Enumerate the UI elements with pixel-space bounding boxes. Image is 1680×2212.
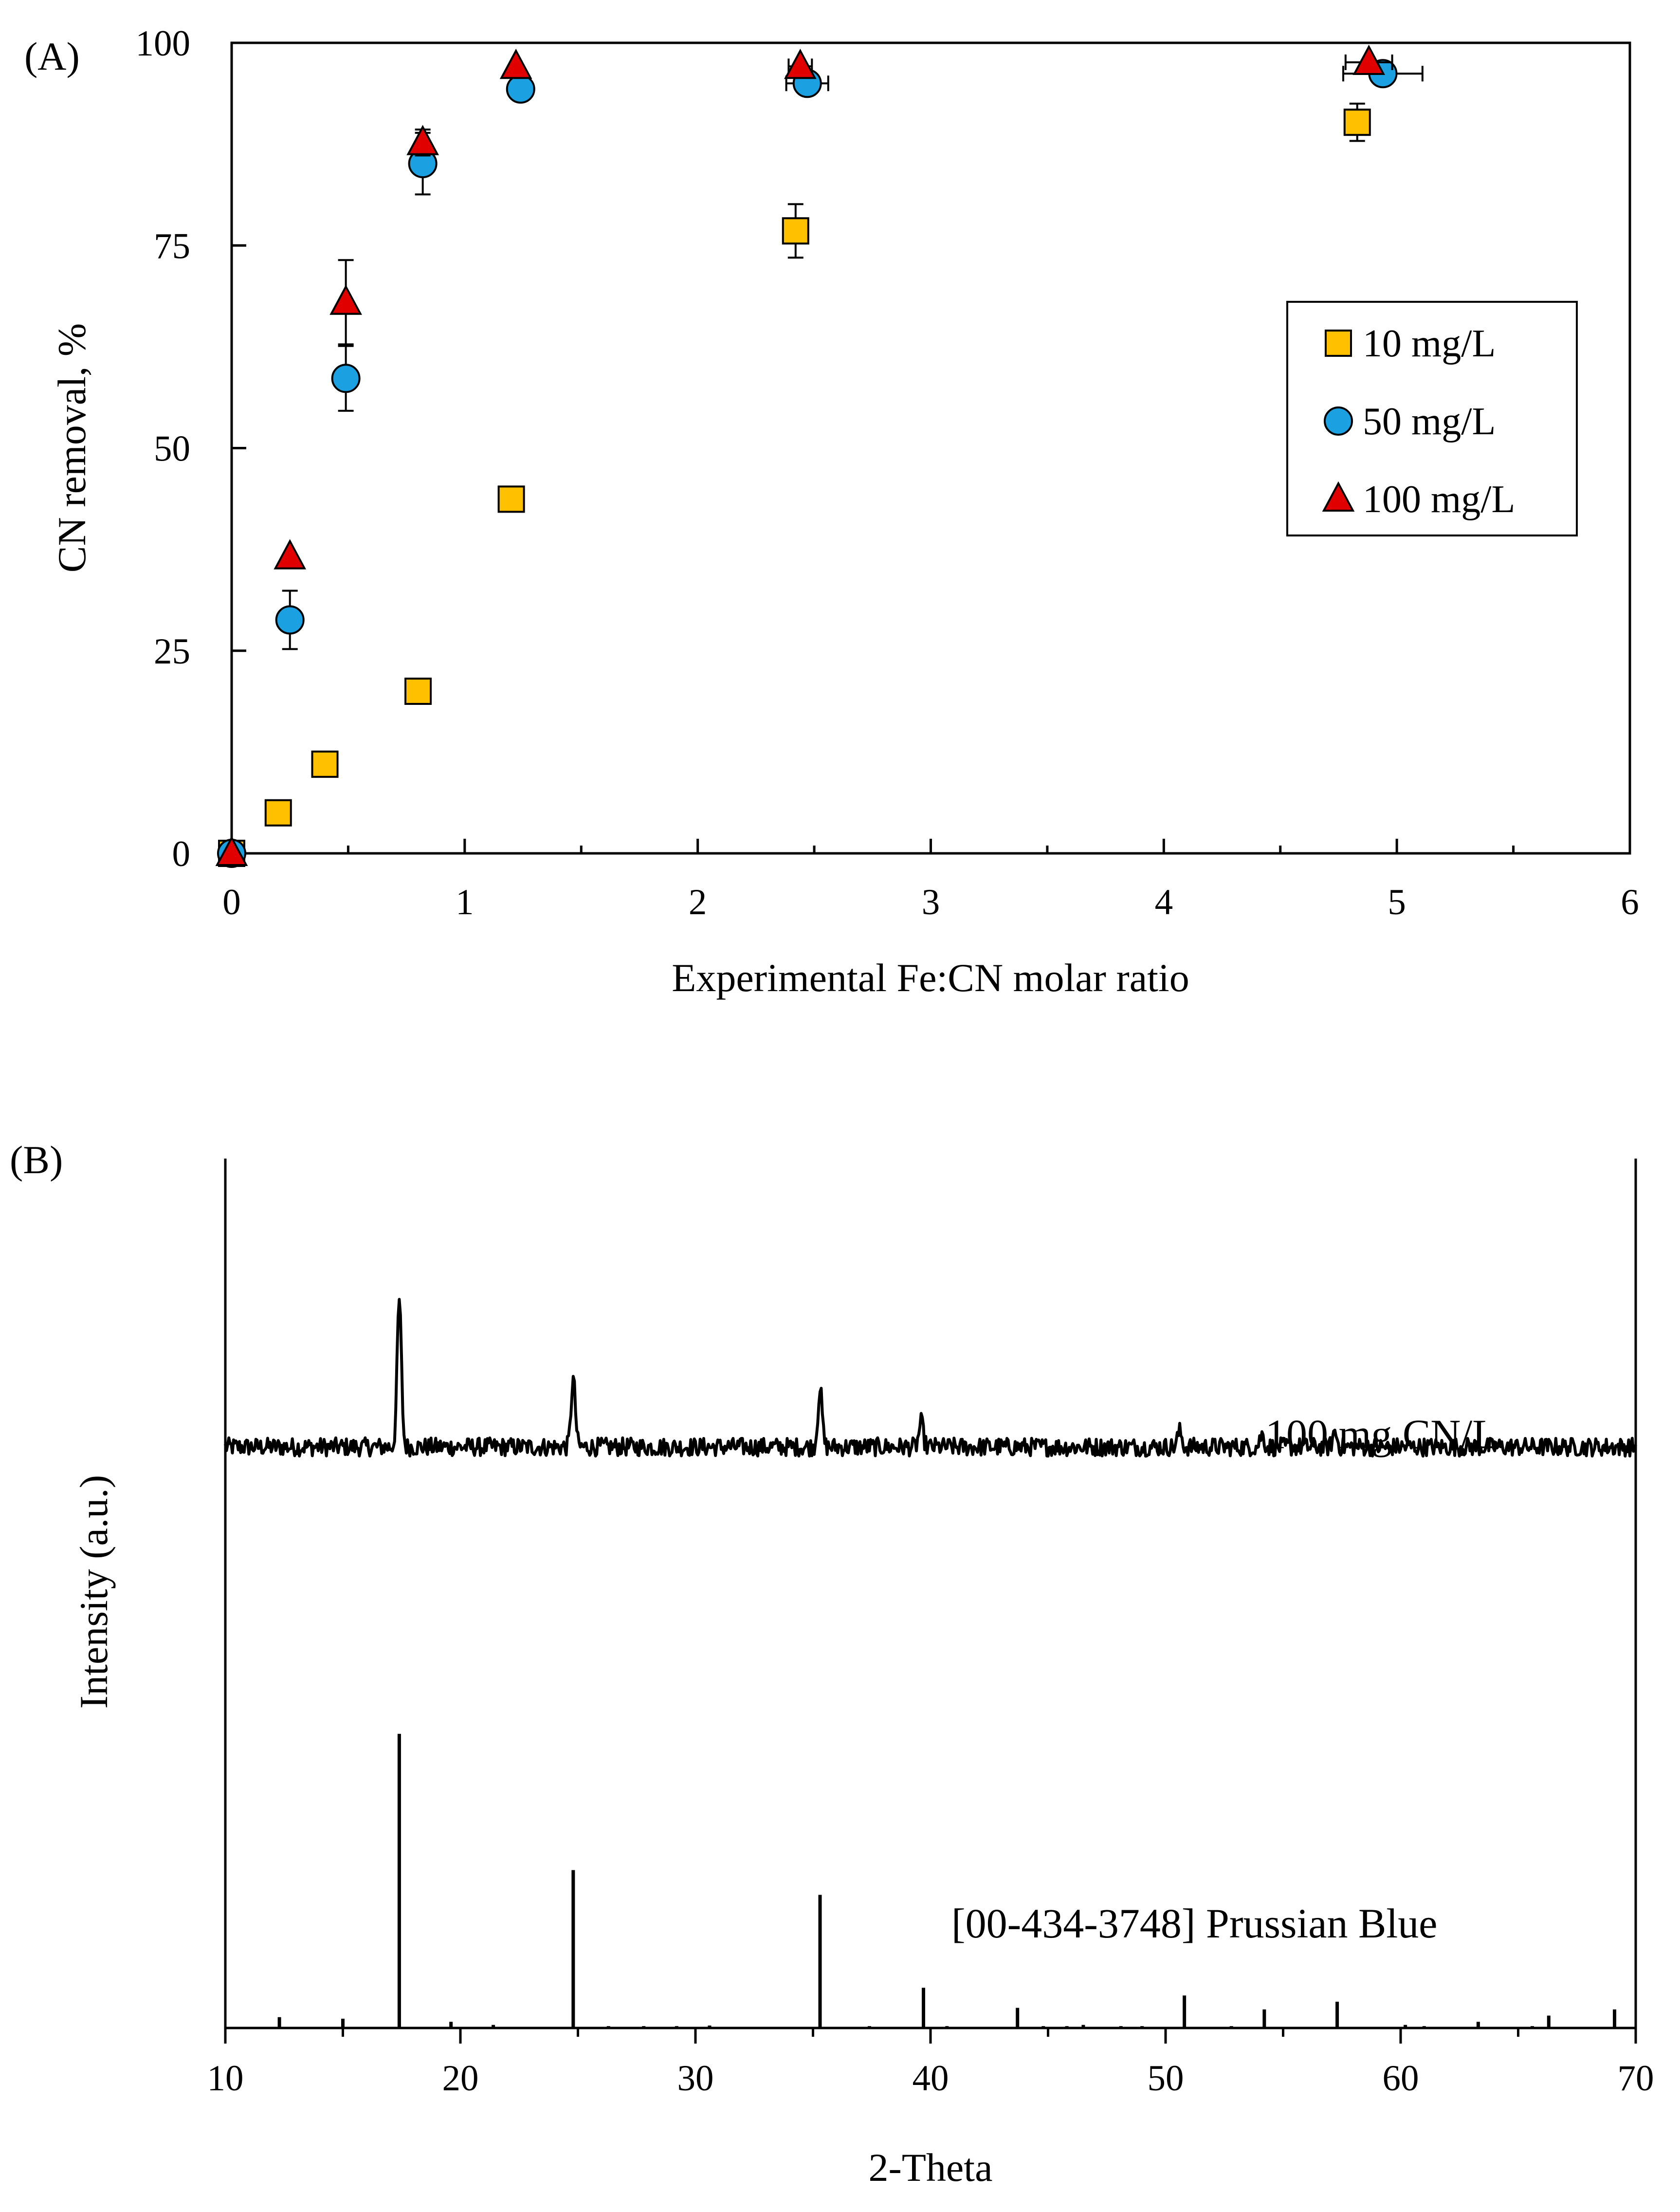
b-x-tick-label: 30 <box>677 2058 714 2099</box>
b-x-tick-label: 10 <box>207 2058 244 2099</box>
data-point-square <box>1343 109 1371 136</box>
measured-pattern-label: 100 mg CN/L <box>1265 1411 1498 1457</box>
a-y-tick-label: 75 <box>154 226 190 266</box>
data-point-square <box>782 217 809 245</box>
panel-b-x-axis-label: 2-Theta <box>869 2145 993 2190</box>
panel-a-legend: 10 mg/L 50 mg/L 100 mg/L <box>1286 301 1578 536</box>
b-x-tick-label: 50 <box>1148 2058 1184 2099</box>
data-point-square <box>404 678 432 705</box>
panel-a-x-axis-label: Experimental Fe:CN molar ratio <box>672 956 1189 1000</box>
legend-label-50: 50 mg/L <box>1363 400 1496 443</box>
data-point-triangle <box>329 284 362 315</box>
panel-b-y-axis-label: Intensity (a.u.) <box>72 1475 116 1709</box>
data-point-square <box>264 799 292 827</box>
b-x-tick-label: 20 <box>442 2058 479 2099</box>
legend-label-100: 100 mg/L <box>1363 478 1515 521</box>
a-y-tick-label: 25 <box>154 631 190 672</box>
a-x-tick-label: 2 <box>689 882 707 922</box>
a-x-tick-label: 4 <box>1155 882 1173 922</box>
a-x-tick-label: 0 <box>222 882 241 922</box>
a-x-tick-label: 1 <box>456 882 474 922</box>
b-x-tick-label: 70 <box>1618 2058 1654 2099</box>
legend-label-10: 10 mg/L <box>1363 322 1496 365</box>
reference-pattern-label: [00-434-3748] Prussian Blue <box>951 1900 1437 1947</box>
a-x-tick-label: 6 <box>1621 882 1639 922</box>
series-10-mg-L <box>218 102 1371 867</box>
panel-a-y-axis-label: CN removal, % <box>50 323 94 572</box>
a-x-tick-label: 3 <box>922 882 940 922</box>
data-point-square <box>497 485 525 513</box>
data-point-triangle <box>406 125 439 155</box>
panel-a: (A) 0 1 2 3 4 5 6 0 25 50 75 100 Experimental Fe:CN… <box>24 23 1639 1000</box>
data-point-circle <box>331 364 361 393</box>
data-point-circle <box>275 605 305 635</box>
data-point-triangle <box>784 49 817 79</box>
a-y-tick-label: 50 <box>154 429 190 469</box>
data-point-triangle <box>215 835 248 866</box>
data-point-triangle <box>274 539 307 570</box>
reference-sticks <box>277 1733 1617 2028</box>
panel-b-label: (B) <box>10 1138 63 1182</box>
b-x-tick-label: 60 <box>1383 2058 1419 2099</box>
series-100-mg-L <box>215 44 1393 866</box>
data-point-triangle <box>499 49 532 79</box>
panel-a-label: (A) <box>24 34 80 78</box>
panel-b-ticks: 10 20 30 40 50 60 70 <box>207 2028 1654 2099</box>
legend-marker-triangle <box>1322 481 1355 512</box>
legend-marker-square <box>1325 330 1352 357</box>
b-x-tick-label: 40 <box>913 2058 949 2099</box>
panel-b-frame <box>224 1159 1637 2029</box>
panel-a-series <box>215 44 1424 868</box>
legend-marker-circle <box>1324 406 1353 436</box>
panel-a-ticks: 0 1 2 3 4 5 6 0 25 50 75 100 <box>136 23 1639 922</box>
measured-xrd-pattern <box>224 1298 1637 1458</box>
legend-items <box>1322 330 1355 512</box>
panel-b: (B) 10 20 30 40 50 60 70 100 mg CN/L [00-434-3… <box>10 1138 1654 2190</box>
data-point-triangle <box>1352 44 1386 75</box>
data-point-circle <box>506 74 535 104</box>
data-point-square <box>311 750 339 778</box>
a-x-tick-label: 5 <box>1388 882 1406 922</box>
series-50-mg-L <box>217 59 1424 868</box>
a-y-tick-label: 0 <box>172 834 191 874</box>
a-y-tick-label: 100 <box>136 23 191 64</box>
